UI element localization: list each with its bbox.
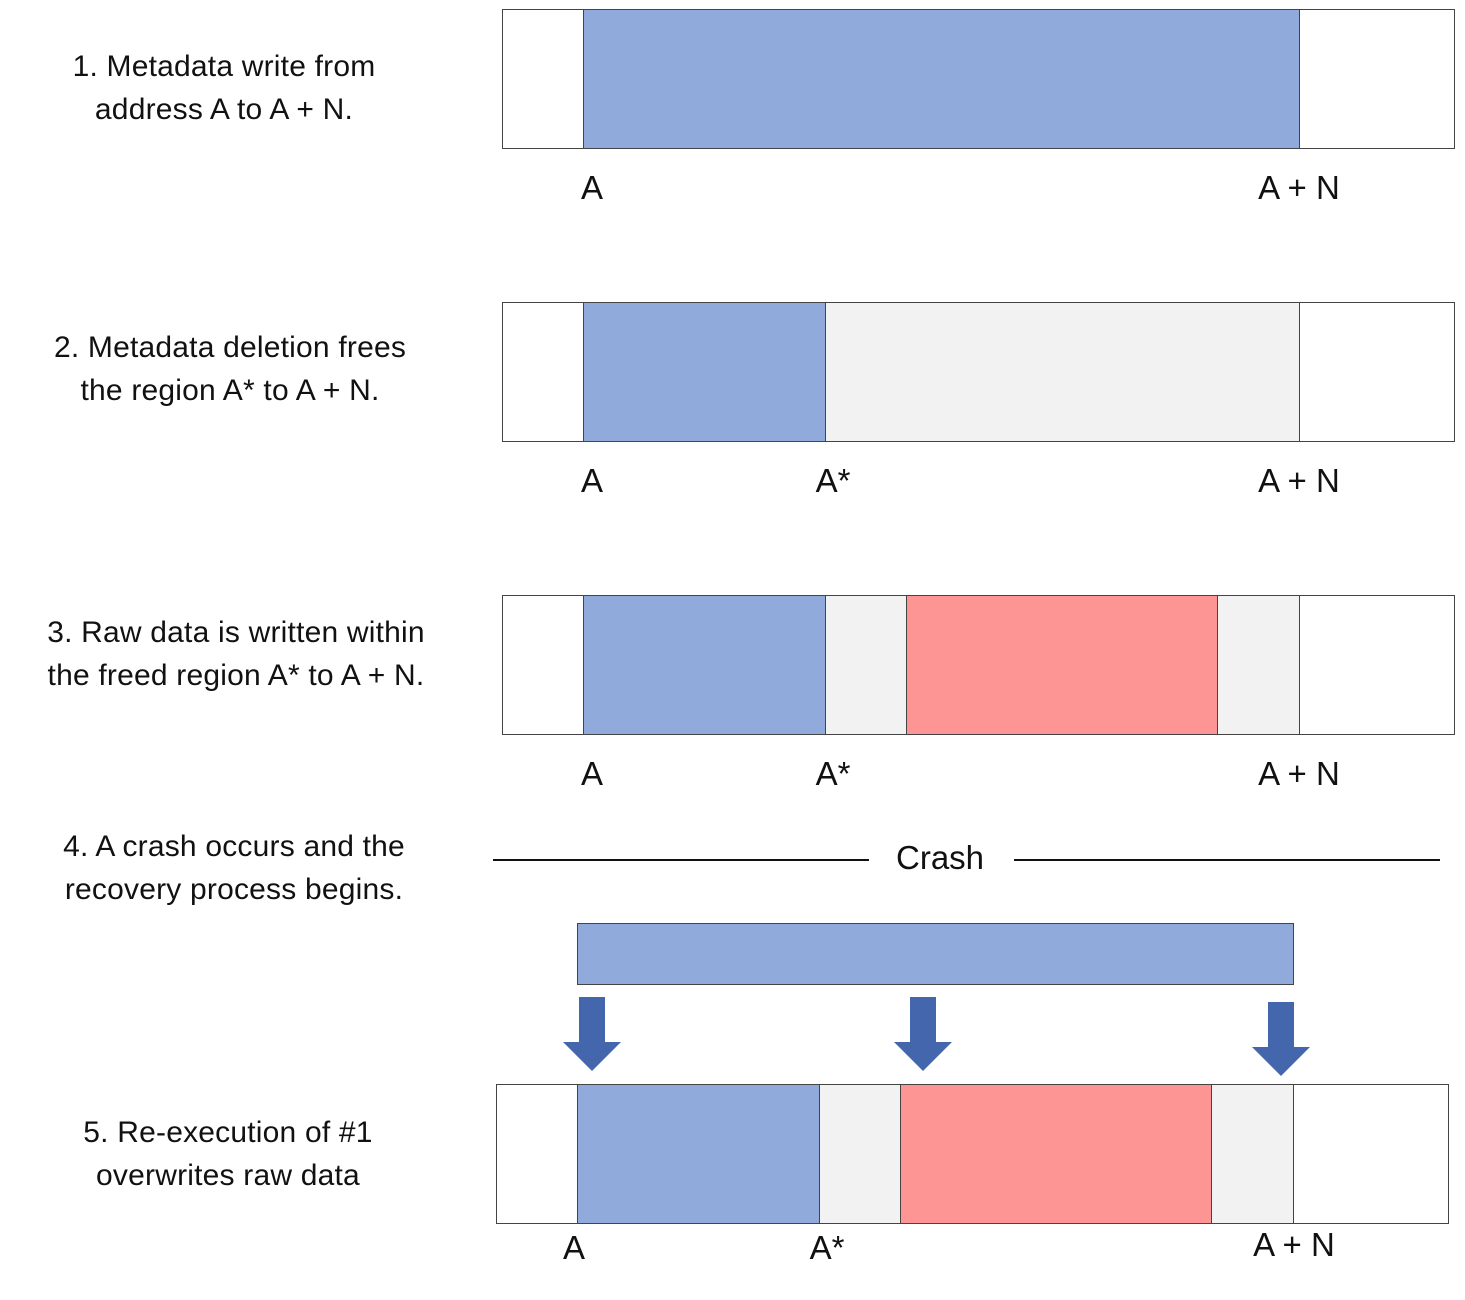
step-5-address-a-plus-n: A + N (1253, 1226, 1335, 1263)
reexecuted-metadata-write (577, 923, 1294, 985)
step-3-address-a-plus-n: A + N (1258, 755, 1340, 792)
step-5-line-2: overwrites raw data (96, 1159, 360, 1192)
step-5-address-a: A (562, 1229, 586, 1266)
step-3-address-a: A (580, 755, 604, 792)
step-2-caption: 2. Metadata deletion frees the region A*… (10, 326, 450, 412)
step-5-caption: 5. Re-execution of #1 overwrites raw dat… (28, 1111, 428, 1197)
step-4-line-2: recovery process begins. (64, 873, 404, 906)
step-1-line-1: 1. Metadata write from (72, 50, 376, 83)
metadata-region (577, 1085, 821, 1223)
step-1-line-2: address A to A + N. (94, 93, 354, 126)
step-2-address-a: A (580, 462, 604, 499)
metadata-region (583, 596, 827, 734)
freed-region-right (1217, 596, 1300, 734)
down-arrow-icon (1252, 1002, 1310, 1076)
crash-divider-left (493, 859, 869, 861)
freed-region-right (1211, 1085, 1294, 1223)
step-5-address-a-star: A* (809, 1229, 845, 1266)
step-2-memory-bar (502, 302, 1455, 442)
metadata-region (583, 10, 1300, 148)
step-3-line-2: the freed region A* to A + N. (47, 659, 425, 692)
step-4-line-1: 4. A crash occurs and the (63, 830, 405, 863)
step-2-line-2: the region A* to A + N. (80, 374, 380, 407)
step-2-line-1: 2. Metadata deletion frees (53, 331, 407, 364)
step-5-memory-bar (496, 1084, 1449, 1224)
step-5-line-1: 5. Re-execution of #1 (83, 1116, 373, 1149)
step-2-address-a-plus-n: A + N (1258, 462, 1340, 499)
down-arrow-icon (563, 997, 621, 1071)
metadata-region (583, 303, 827, 441)
step-1-address-a-plus-n: A + N (1258, 169, 1340, 206)
down-arrow-icon (894, 997, 952, 1071)
raw-data-region (906, 596, 1219, 734)
freed-region-left (825, 596, 908, 734)
freed-region (825, 303, 1300, 441)
freed-region-left (819, 1085, 902, 1223)
step-3-memory-bar (502, 595, 1455, 735)
step-1-address-a: A (580, 169, 604, 206)
step-3-address-a-star: A* (815, 755, 851, 792)
raw-data-region (900, 1085, 1213, 1223)
step-3-line-1: 3. Raw data is written within (47, 616, 425, 649)
step-4-caption: 4. A crash occurs and the recovery proce… (24, 825, 444, 911)
step-1-caption: 1. Metadata write from address A to A + … (24, 45, 424, 131)
step-3-caption: 3. Raw data is written within the freed … (6, 611, 466, 697)
step-1-memory-bar (502, 9, 1455, 149)
crash-divider-right (1014, 859, 1440, 861)
step-2-address-a-star: A* (815, 462, 851, 499)
crash-label: Crash (896, 839, 985, 876)
